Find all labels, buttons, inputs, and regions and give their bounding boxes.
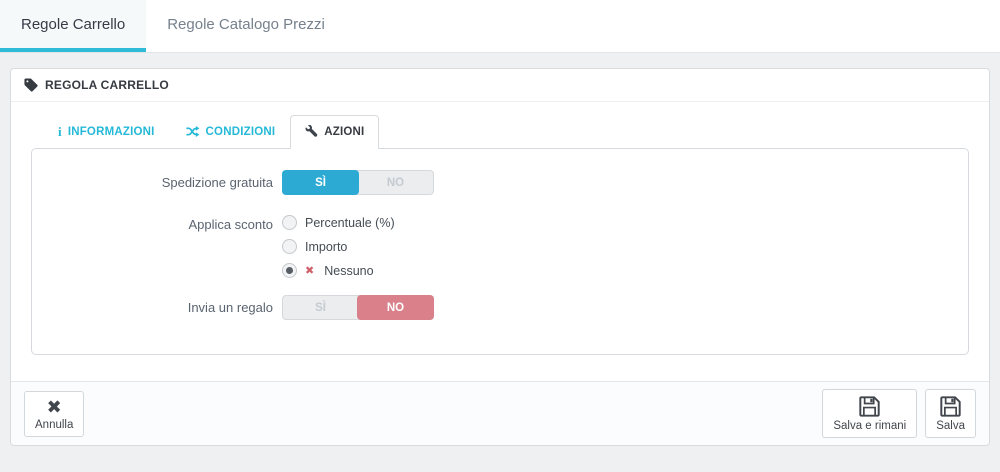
tag-icon <box>24 78 38 92</box>
discount-percent-radio[interactable]: Percentuale (%) <box>282 215 395 230</box>
shuffle-icon <box>185 125 200 138</box>
radio-icon <box>282 263 297 278</box>
tab-azioni[interactable]: AZIONI <box>290 115 380 149</box>
actions-form: Spedizione gratuita SÌ NO Applica sconto… <box>31 148 969 355</box>
panel-header: REGOLA CARRELLO <box>11 69 989 102</box>
free-shipping-switch: SÌ NO <box>282 170 434 195</box>
top-tab-bar: Regole Carrello Regole Catalogo Prezzi <box>0 0 1000 53</box>
free-shipping-row: Spedizione gratuita SÌ NO <box>32 170 948 195</box>
form-tabs: i INFORMAZIONI CONDIZIONI <box>43 115 969 149</box>
send-gift-no-button[interactable]: NO <box>357 295 434 320</box>
send-gift-label: Invia un regalo <box>187 300 273 315</box>
x-icon: ✖ <box>305 265 315 277</box>
wrench-icon <box>305 125 318 138</box>
panel-title: REGOLA CARRELLO <box>45 78 169 92</box>
discount-amount-label: Importo <box>305 239 348 254</box>
panel-body: i INFORMAZIONI CONDIZIONI <box>11 102 989 381</box>
discount-amount-radio[interactable]: Importo <box>282 239 395 254</box>
tab-informazioni-label: INFORMAZIONI <box>67 125 155 138</box>
footer-save-buttons: Salva e rimani Salva <box>822 389 976 438</box>
save-and-stay-label: Salva e rimani <box>833 420 907 432</box>
free-shipping-yes-button[interactable]: SÌ <box>282 170 359 195</box>
panel-footer: ✖ Annulla Salva e rimani <box>11 381 989 445</box>
free-shipping-no-button[interactable]: NO <box>386 176 405 189</box>
radio-icon <box>282 239 297 254</box>
tab-regole-carrello-label: Regole Carrello <box>21 15 126 33</box>
send-gift-switch: SÌ NO <box>282 295 434 320</box>
free-shipping-label: Spedizione gratuita <box>161 175 273 190</box>
save-button[interactable]: Salva <box>925 389 976 438</box>
save-icon <box>940 396 961 417</box>
close-icon: ✖ <box>46 396 62 417</box>
cart-rule-panel: REGOLA CARRELLO i INFORMAZIONI CONDIZION… <box>10 68 990 446</box>
tab-regole-catalogo-prezzi-label: Regole Catalogo Prezzi <box>167 15 325 33</box>
tab-condizioni[interactable]: CONDIZIONI <box>170 115 291 148</box>
apply-discount-row: Applica sconto Percentuale (%) Importo ✖… <box>32 212 948 278</box>
save-and-stay-button[interactable]: Salva e rimani <box>822 389 918 438</box>
cancel-button[interactable]: ✖ Annulla <box>24 390 85 437</box>
tab-regole-catalogo-prezzi[interactable]: Regole Catalogo Prezzi <box>146 0 346 52</box>
send-gift-row: Invia un regalo SÌ NO <box>32 295 948 320</box>
tab-condizioni-label: CONDIZIONI <box>205 125 276 138</box>
tab-informazioni[interactable]: i INFORMAZIONI <box>43 115 170 148</box>
discount-percent-label: Percentuale (%) <box>305 215 395 230</box>
apply-discount-options: Percentuale (%) Importo ✖ Nessuno <box>282 212 395 278</box>
discount-none-label: Nessuno <box>324 263 374 278</box>
send-gift-yes-button[interactable]: SÌ <box>315 301 326 314</box>
tab-regole-carrello[interactable]: Regole Carrello <box>0 0 147 52</box>
info-icon: i <box>58 124 62 139</box>
discount-none-radio[interactable]: ✖ Nessuno <box>282 263 395 278</box>
save-icon <box>859 396 880 417</box>
radio-icon <box>282 215 297 230</box>
save-button-label: Salva <box>936 420 965 432</box>
apply-discount-label: Applica sconto <box>188 217 273 232</box>
tab-azioni-label: AZIONI <box>324 125 365 138</box>
cancel-button-label: Annulla <box>35 418 74 431</box>
